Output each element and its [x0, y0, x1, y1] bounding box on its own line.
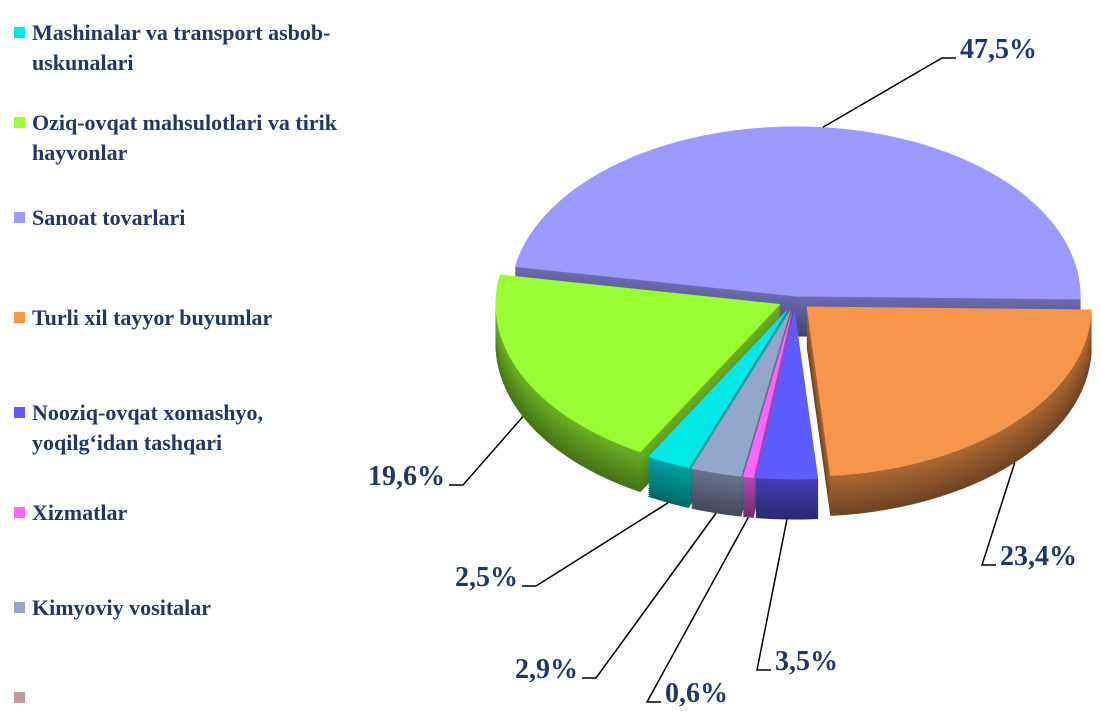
- leader-line: [582, 512, 717, 679]
- legend-entry: Oziq-ovqat mahsulotlari va tirik hayvonl…: [12, 108, 337, 168]
- legend-label: Mashinalar va transport asbob- uskunalar…: [32, 20, 331, 75]
- data-label: 2,5%: [455, 562, 518, 593]
- legend-entry: Turli xil tayyor buyumlar: [12, 303, 272, 333]
- data-label: 47,5%: [960, 34, 1037, 65]
- slice: [691, 309, 791, 477]
- legend-entry: Sanoat tovarlari: [12, 203, 185, 233]
- leader-line: [645, 517, 749, 703]
- legend-label: Turli xil tayyor buyumlar: [32, 305, 273, 330]
- leader-line: [822, 57, 956, 128]
- legend-label: Sanoat tovarlari: [32, 205, 186, 230]
- legend-label: Kimyoviy vositalar: [32, 595, 212, 620]
- data-label: 0,6%: [665, 678, 728, 709]
- legend-marker: [14, 212, 25, 223]
- legend-label: Oziq-ovqat mahsulotlari va tirik hayvonl…: [32, 110, 337, 165]
- data-label: 3,5%: [775, 646, 838, 677]
- data-label: 2,9%: [515, 654, 578, 685]
- slice: [648, 308, 789, 468]
- legend-marker: [14, 407, 25, 418]
- legend-marker: [14, 27, 25, 38]
- legend-entry: Kimyoviy vositalar: [12, 593, 211, 623]
- legend-label: Xizmatlar: [32, 500, 128, 525]
- legend-marker: [14, 692, 25, 703]
- legend-entry: Nooziq-ovqat xomashyo, yoqilg‘idan tashq…: [12, 398, 263, 458]
- legend-marker: [14, 117, 25, 128]
- data-label: 23,4%: [1000, 541, 1077, 572]
- legend-marker: [14, 507, 25, 518]
- leader-line: [522, 502, 669, 587]
- leader-line: [980, 462, 1016, 566]
- slice: [514, 126, 1081, 300]
- legend-marker: [14, 602, 25, 613]
- slice: [743, 309, 793, 478]
- legend-label: Nooziq-ovqat xomashyo, yoqilg‘idan tashq…: [32, 400, 264, 455]
- slice: [755, 309, 819, 480]
- slice: [495, 274, 781, 453]
- leader-line: [449, 416, 524, 486]
- legend-entry: Xizmatlar: [12, 498, 127, 528]
- leader-line: [756, 519, 788, 671]
- legend-marker: [14, 312, 25, 323]
- legend-entry: Mashinalar va transport asbob- uskunalar…: [12, 18, 330, 78]
- slice: [806, 306, 1092, 476]
- data-label: 19,6%: [368, 461, 445, 492]
